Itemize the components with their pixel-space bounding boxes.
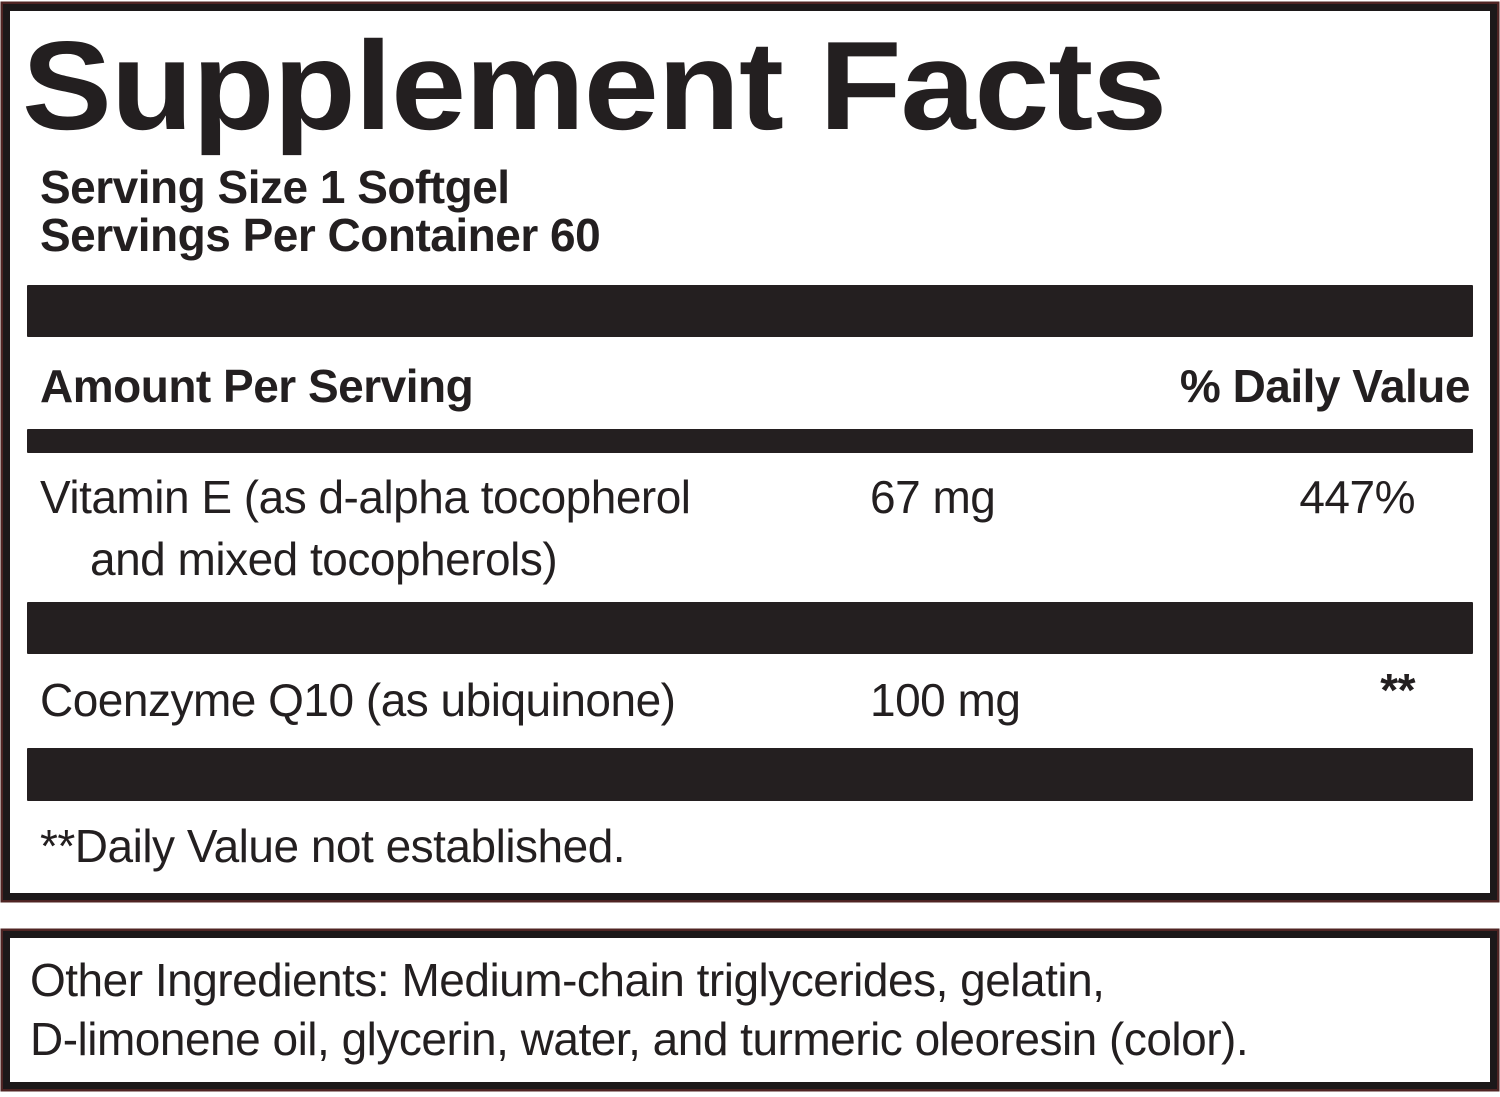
other-ingredients-line2: D-limonene oil, glycerin, water, and tur… [30, 1012, 1249, 1065]
other-ingredients-panel: Other Ingredients: Medium-chain triglyce… [3, 931, 1497, 1089]
divider-bar-thick-3 [27, 747, 1473, 801]
percent-daily-value-header: % Daily Value [1179, 360, 1471, 413]
servings-per-container-line: Servings Per Container 60 [40, 209, 601, 262]
other-ingredients-text: Other Ingredients: Medium-chain triglyce… [30, 951, 1490, 1069]
nutrient-daily-value: 447% [1299, 471, 1415, 524]
panel-title: Supplement Facts [22, 15, 1167, 156]
serving-size-line: Serving Size 1 Softgel [40, 160, 510, 213]
nutrient-name-line2: and mixed tocopherols) [90, 532, 558, 585]
other-ingredients-line1: Other Ingredients: Medium-chain triglyce… [30, 954, 1105, 1006]
divider-bar-thick-1 [27, 285, 1473, 338]
divider-bar-thick-2 [27, 602, 1473, 655]
nutrient-row-vitamin-e: Vitamin E (as d-alpha tocopherol and mix… [27, 453, 1473, 590]
nutrient-name-line1: Vitamin E (as d-alpha tocopherol [40, 471, 691, 524]
divider-bar-thin [27, 429, 1473, 454]
nutrient-amount: 67 mg [870, 471, 996, 524]
nutrient-name-line1: Coenzyme Q10 (as ubiquinone) [40, 674, 676, 727]
supplement-facts-panel: Supplement Facts Serving Size 1 Softgel … [3, 4, 1497, 900]
table-header-row: Amount Per Serving % Daily Value [10, 337, 1490, 429]
nutrient-amount: 100 mg [870, 674, 1021, 727]
nutrient-row-coq10: Coenzyme Q10 (as ubiquinone) 100 mg ** [27, 654, 1473, 734]
nutrient-daily-value-asterisks: ** [1380, 664, 1415, 717]
nutrient-name: Vitamin E (as d-alpha tocopherol and mix… [40, 467, 870, 590]
amount-per-serving-header: Amount Per Serving [40, 360, 474, 413]
nutrient-name: Coenzyme Q10 (as ubiquinone) [40, 670, 870, 732]
daily-value-footnote: **Daily Value not established. [40, 819, 626, 872]
